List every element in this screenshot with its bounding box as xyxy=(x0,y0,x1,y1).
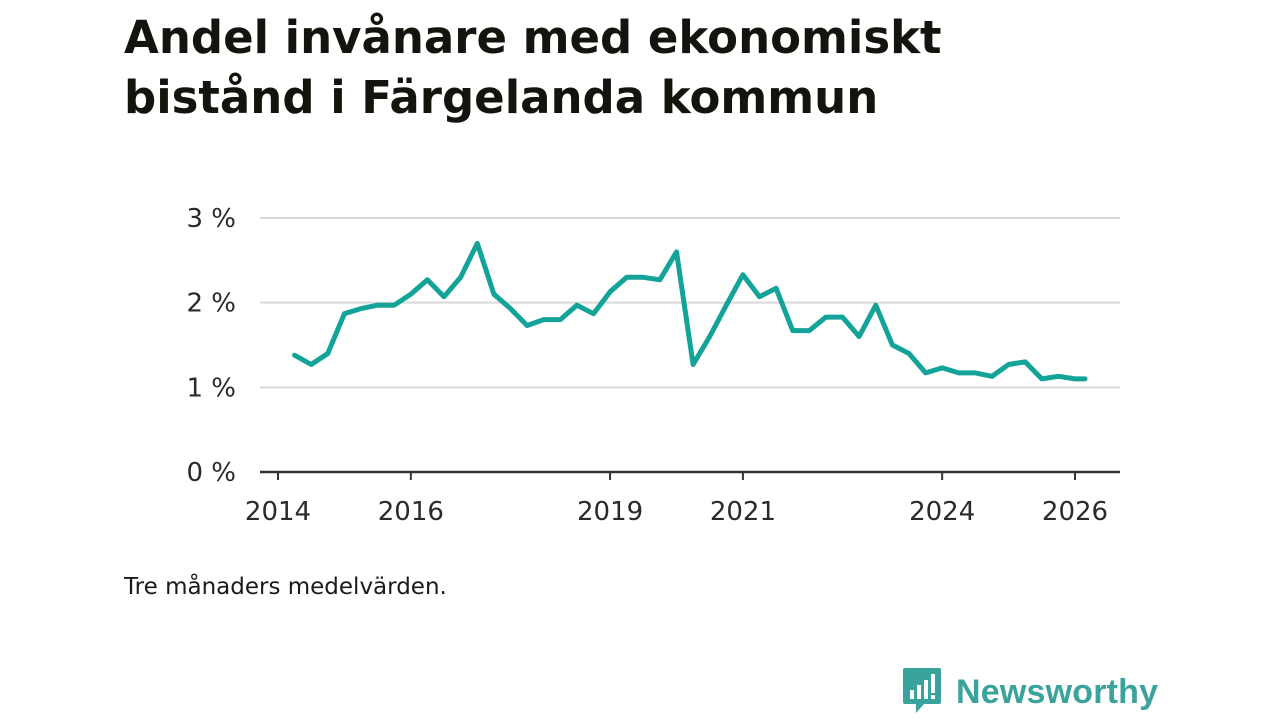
y-tick-label: 1 % xyxy=(186,373,236,403)
newsworthy-logo-icon xyxy=(902,666,942,718)
y-tick-label: 0 % xyxy=(186,458,236,488)
series xyxy=(292,240,1088,382)
x-tick-label: 2014 xyxy=(245,497,311,527)
y-tick-label: 3 % xyxy=(186,204,236,234)
x-tick-label: 2024 xyxy=(909,497,975,527)
chart-footnote: Tre månaders medelvärden. xyxy=(124,574,447,600)
brand-name: Newsworthy xyxy=(956,672,1159,711)
x-axis-labels: 2014 2016 2019 2021 2024 2026 xyxy=(245,497,1108,527)
grid-lines xyxy=(260,217,1120,389)
brand-logo[interactable]: Newsworthy xyxy=(902,668,1158,716)
chart-title: Andel invånare med ekonomiskt bistånd i … xyxy=(124,11,942,124)
x-tick-label: 2026 xyxy=(1042,497,1108,527)
x-tick-label: 2016 xyxy=(378,497,444,527)
x-tick-label: 2021 xyxy=(710,497,776,527)
series-line xyxy=(292,240,1088,382)
y-axis-labels: 0 % 1 % 2 % 3 % xyxy=(186,204,236,488)
x-tick-label: 2019 xyxy=(577,497,643,527)
x-axis xyxy=(260,470,1120,480)
y-tick-label: 2 % xyxy=(186,289,236,319)
